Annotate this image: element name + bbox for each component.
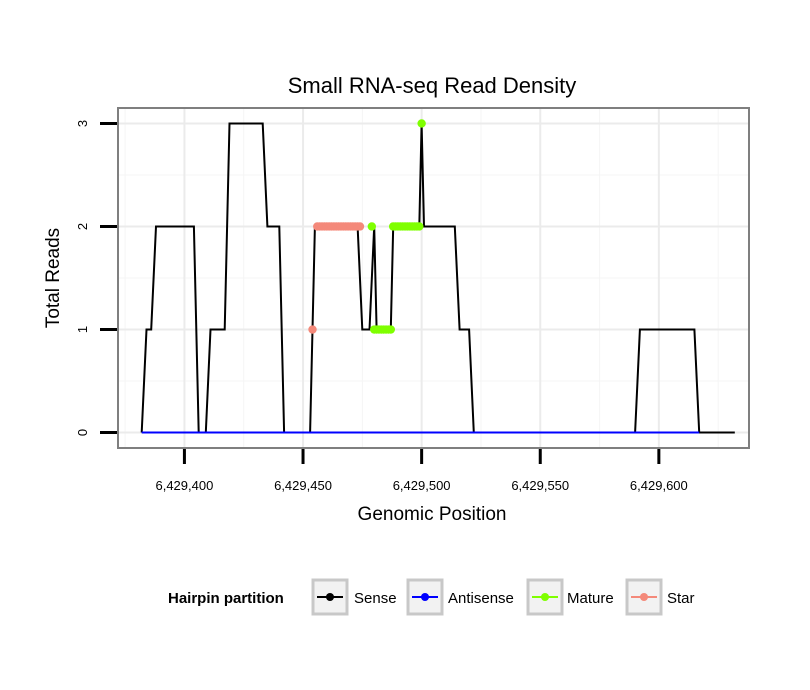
series-lines [140, 122, 735, 434]
y-tick-label: 0 [75, 429, 90, 436]
legend-key-dot [326, 593, 334, 601]
series-point-star [308, 325, 317, 334]
legend-label-star: Star [667, 590, 695, 607]
x-axis-title: Genomic Position [358, 504, 507, 525]
legend-key-dot [640, 593, 648, 601]
grid-lines [118, 108, 749, 448]
legend-key-dot [541, 593, 549, 601]
y-tick-label: 2 [75, 223, 90, 230]
series-point-mature [386, 325, 396, 334]
chart-title: Small RNA-seq Read Density [288, 73, 577, 98]
legend: Sense Antisense Mature Star [311, 578, 695, 616]
x-tick-label: 6,429,400 [155, 478, 213, 493]
y-tick-label: 3 [75, 120, 90, 127]
legend-label-antisense: Antisense [448, 590, 514, 607]
series-point-mature [417, 119, 426, 128]
series-point-mature [367, 222, 377, 231]
x-tick-label: 6,429,450 [274, 478, 332, 493]
series-point-star [355, 222, 365, 231]
series-point-mature [415, 222, 424, 231]
y-axis-title: Total Reads [43, 228, 64, 328]
x-tick-label: 6,429,550 [511, 478, 569, 493]
legend-label-mature: Mature [567, 590, 614, 607]
legend-label-sense: Sense [354, 590, 397, 607]
legend-title: Hairpin partition [168, 590, 284, 607]
series-points [308, 119, 426, 334]
plot-panel-border [117, 107, 750, 449]
legend-key-dot [421, 593, 429, 601]
x-tick-label: 6,429,500 [393, 478, 451, 493]
y-tick-label: 1 [75, 326, 90, 333]
x-tick-label: 6,429,600 [630, 478, 688, 493]
axes: 6,429,400 6,429,450 6,429,500 6,429,550 6,42… [75, 120, 688, 493]
